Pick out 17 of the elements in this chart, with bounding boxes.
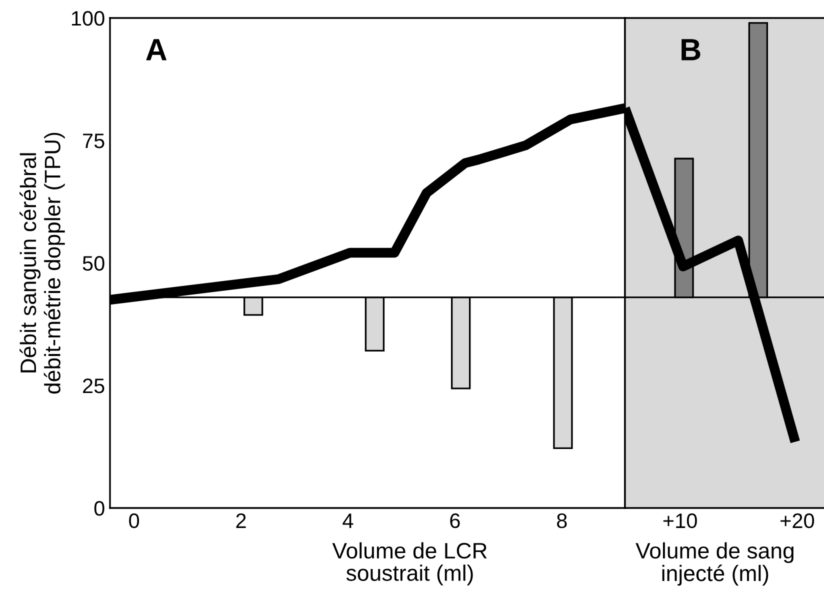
y-tick-label: 50 bbox=[82, 256, 104, 271]
x-tick-label: +10 bbox=[663, 513, 697, 528]
annotation: A bbox=[146, 39, 167, 60]
y-tick-label: 25 bbox=[83, 378, 104, 394]
x-axis-title: Volume de LCR soustrait (ml) bbox=[332, 542, 487, 586]
x-tick-label: 2 bbox=[236, 513, 246, 528]
y-tick-label: 0 bbox=[94, 501, 104, 516]
x-tick-label: +20 bbox=[780, 513, 814, 528]
x-tick-label: 4 bbox=[342, 514, 354, 528]
y-tick-label: 100 bbox=[72, 11, 104, 26]
annotation: B bbox=[682, 39, 700, 60]
y-axis-title: Débit sanguin cérébral débit-métrie doppler (TPU) bbox=[20, 132, 65, 394]
x-tick-label: 8 bbox=[557, 513, 567, 528]
x-axis-title: Volume de sang injecté (ml) bbox=[636, 542, 794, 586]
y-tick-label: 75 bbox=[83, 134, 104, 148]
x-tick-label: 6 bbox=[450, 513, 460, 528]
x-tick-label: 0 bbox=[129, 513, 140, 528]
